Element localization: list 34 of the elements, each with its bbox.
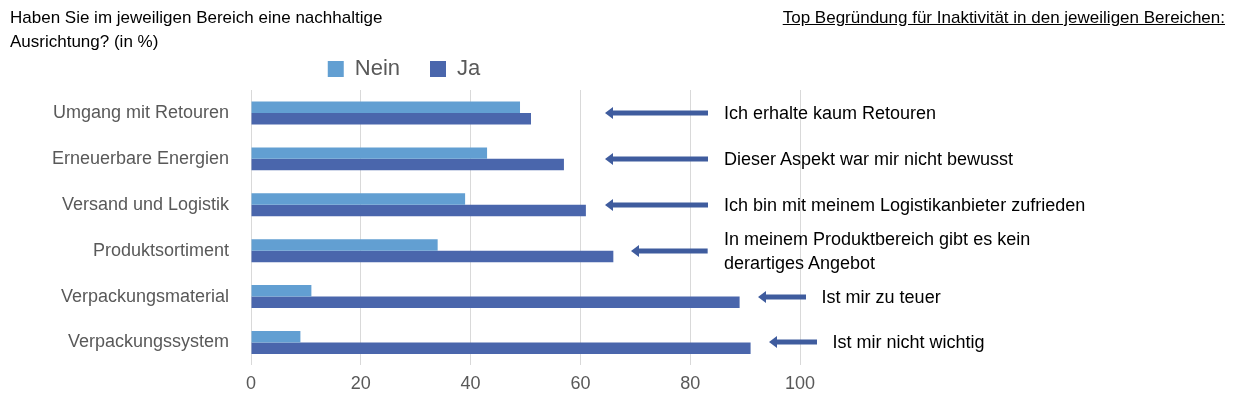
x-tick-label: 40	[460, 373, 481, 394]
annotation: In meinem Produktbereich gibt es kein derartiges Angebot	[724, 227, 1032, 275]
bar	[251, 342, 751, 354]
bar	[251, 193, 466, 205]
x-tick-label: 60	[570, 373, 591, 394]
y-tick-label: Produktsortiment	[92, 239, 229, 260]
bar	[251, 204, 586, 217]
bar	[251, 239, 438, 251]
y-tick-label: Umgang mit Retouren	[52, 101, 229, 122]
text: Top Begründung für Inaktivität in den jeweiligen Bereichen:	[782, 8, 1225, 28]
y-tick-label: Verpackungssystem	[67, 331, 229, 352]
x-tick-label: 80	[680, 373, 701, 394]
bar	[251, 147, 488, 159]
annotation: Dieser Aspekt war mir nicht bewusst	[724, 147, 1014, 171]
bar	[251, 296, 740, 309]
text: Ist mir nicht wichtig	[832, 331, 985, 355]
x-tick-label: 0	[245, 373, 257, 394]
bar	[251, 101, 521, 113]
y-tick-label: Erneuerbare Energien	[51, 147, 229, 168]
y-tick-label: Versand und Logistik	[61, 193, 230, 214]
legend-label: Ja	[457, 55, 482, 81]
bar	[251, 250, 614, 263]
annotation: Ich bin mit meinem Logistikanbieter zufrieden	[724, 193, 1086, 217]
bar	[251, 112, 531, 125]
x-tick-label: 100	[784, 373, 816, 394]
bar	[251, 330, 301, 343]
annotation: Ich erhalte kaum Retouren	[724, 101, 937, 125]
bar	[251, 285, 312, 297]
text: Ist mir zu teuer	[821, 285, 941, 309]
chart-title: Haben Sie im jeweiligen Bereich eine nachhaltige Ausrichtung? (in %)	[10, 7, 384, 53]
bar	[251, 158, 564, 171]
legend-label: Nein	[354, 55, 401, 81]
y-tick-label: Verpackungsmaterial	[60, 285, 229, 306]
x-tick-label: 20	[350, 373, 371, 394]
